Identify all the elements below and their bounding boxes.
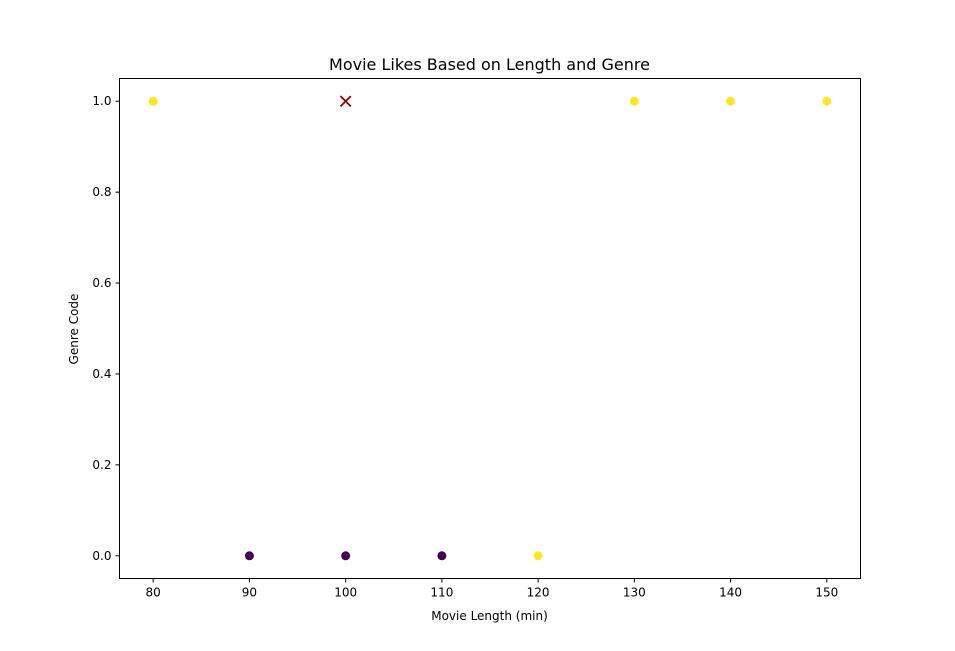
point-liked — [629, 96, 639, 106]
x-axis-label: Movie Length (min) — [431, 609, 548, 623]
x-tick-label: 140 — [719, 586, 742, 600]
x-tick-label: 110 — [430, 586, 453, 600]
point-not-liked — [437, 551, 447, 561]
y-tick-label: 0.2 — [92, 458, 111, 472]
y-tick-label: 0.8 — [92, 185, 111, 199]
point-liked — [726, 96, 736, 106]
x-tick-label: 90 — [242, 586, 257, 600]
y-tick-label: 0.4 — [92, 367, 111, 381]
data-points — [148, 95, 832, 561]
point-liked — [822, 96, 832, 106]
x-tick-label: 120 — [527, 586, 550, 600]
point-liked — [533, 551, 543, 561]
y-axis-ticks: 0.0 0.2 0.4 0.6 0.8 1.0 — [92, 94, 120, 563]
chart-title: Movie Likes Based on Length and Genre — [329, 55, 650, 74]
point-not-liked — [341, 551, 351, 561]
y-tick-label: 0.6 — [92, 276, 111, 290]
y-tick-label: 1.0 — [92, 94, 111, 108]
x-tick-label: 150 — [815, 586, 838, 600]
x-tick-label: 80 — [146, 586, 161, 600]
point-liked — [148, 96, 158, 106]
x-tick-label: 100 — [334, 586, 357, 600]
y-axis-label: Genre Code — [67, 294, 81, 365]
point-not-liked — [244, 551, 254, 561]
x-axis-ticks: 80 90 100 110 120 130 140 150 — [146, 578, 838, 600]
plot-area-frame — [119, 78, 861, 579]
x-tick-label: 130 — [623, 586, 646, 600]
y-tick-label: 0.0 — [92, 549, 111, 563]
query-point-x-marker — [339, 95, 352, 108]
